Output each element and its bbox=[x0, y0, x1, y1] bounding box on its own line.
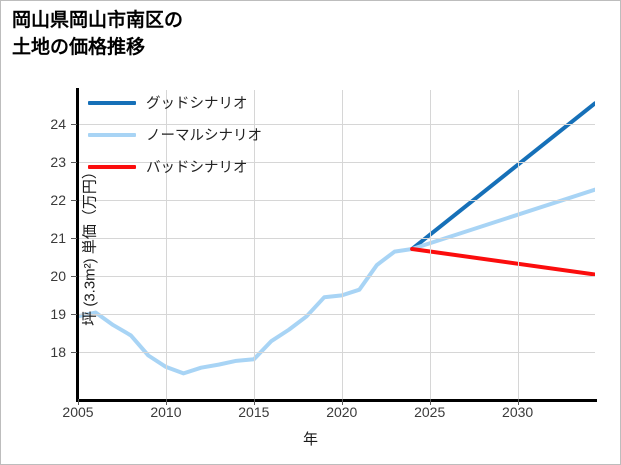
x-tick-mark bbox=[517, 399, 519, 405]
y-tick-label: 18 bbox=[50, 344, 66, 361]
legend-label: ノーマルシナリオ bbox=[146, 128, 262, 144]
gridline-vertical bbox=[518, 90, 519, 400]
y-tick-mark bbox=[71, 162, 77, 164]
x-tick-label: 2005 bbox=[62, 404, 94, 420]
y-tick-mark bbox=[71, 124, 77, 126]
y-tick-label: 24 bbox=[50, 116, 66, 133]
y-tick-label: 20 bbox=[50, 268, 66, 285]
y-tick-label: 22 bbox=[50, 192, 66, 209]
x-tick-label: 2030 bbox=[502, 404, 534, 420]
legend-item[interactable]: ノーマルシナリオ bbox=[88, 124, 262, 145]
series-line bbox=[78, 246, 415, 376]
legend-swatch-icon bbox=[88, 164, 136, 169]
gridline-horizontal bbox=[78, 124, 595, 125]
y-tick-mark bbox=[71, 238, 77, 240]
gridline-horizontal bbox=[78, 352, 595, 353]
series-layer bbox=[78, 101, 595, 376]
y-tick-label: 21 bbox=[50, 230, 66, 247]
x-tick-label: 2020 bbox=[326, 404, 358, 420]
y-axis-label: 坪 (3.3m²) 単価（万円） bbox=[81, 164, 99, 326]
y-axis-label-wrap: 坪 (3.3m²) 単価（万円） bbox=[10, 95, 98, 395]
x-tick-mark bbox=[429, 399, 431, 405]
x-tick-label: 2010 bbox=[150, 404, 182, 420]
series-line bbox=[410, 246, 595, 277]
gridlines bbox=[78, 90, 595, 400]
x-tick-mark bbox=[165, 399, 167, 405]
gridline-horizontal bbox=[78, 238, 595, 239]
x-axis-label: 年 bbox=[302, 431, 318, 448]
gridline-horizontal bbox=[78, 162, 595, 163]
series-line bbox=[410, 187, 595, 251]
y-tick-mark bbox=[71, 352, 77, 354]
gridline-horizontal bbox=[78, 314, 595, 315]
legend-swatch-icon bbox=[88, 100, 136, 105]
x-tick-mark bbox=[341, 399, 343, 405]
y-tick-mark bbox=[71, 314, 77, 316]
y-tick-mark bbox=[71, 276, 77, 278]
legend-swatch-icon bbox=[88, 132, 136, 137]
legend-label: グッドシナリオ bbox=[146, 96, 248, 112]
chart-title: 岡山県岡山市南区の 土地の価格推移 bbox=[12, 10, 184, 58]
plot-area bbox=[78, 90, 595, 400]
x-tick-mark bbox=[78, 399, 79, 405]
y-tick-mark bbox=[71, 200, 77, 202]
chart-legend: グッドシナリオ ノーマルシナリオ バッドシナリオ bbox=[88, 92, 262, 177]
x-tick-mark bbox=[253, 399, 255, 405]
gridline-horizontal bbox=[78, 276, 595, 277]
gridline-vertical bbox=[430, 90, 431, 400]
y-tick-label: 23 bbox=[50, 154, 66, 171]
x-tick-label: 2025 bbox=[414, 404, 446, 420]
legend-item[interactable]: グッドシナリオ bbox=[88, 92, 262, 113]
x-tick-label: 2015 bbox=[238, 404, 270, 420]
gridline-vertical bbox=[254, 90, 255, 400]
y-tick-label: 19 bbox=[50, 306, 66, 323]
gridline-horizontal bbox=[78, 200, 595, 201]
legend-label: バッドシナリオ bbox=[146, 160, 248, 176]
y-axis-line bbox=[76, 88, 79, 402]
gridline-vertical bbox=[342, 90, 343, 400]
gridline-vertical bbox=[166, 90, 167, 400]
x-axis-line bbox=[76, 399, 597, 402]
series-line bbox=[410, 101, 595, 251]
legend-item[interactable]: バッドシナリオ bbox=[88, 156, 262, 177]
